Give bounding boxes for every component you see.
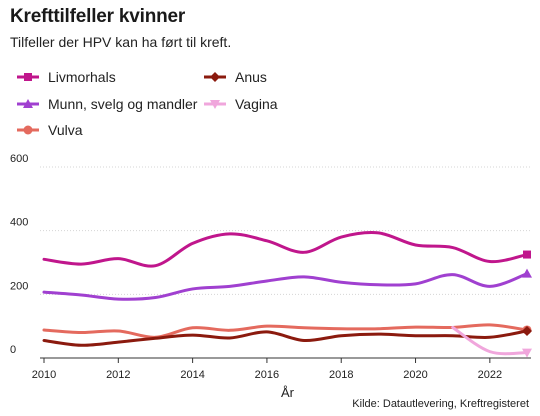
series-line-vagina: [451, 325, 529, 356]
series-end-marker-vagina: [522, 348, 532, 358]
legend-item-vagina: Vagina: [203, 96, 278, 112]
series-line-vulva: [42, 323, 529, 339]
series-end-marker-munn-svelg-og-mandler: [522, 268, 532, 278]
legend-swatch-anus: [204, 72, 226, 82]
legend-swatch-vulva: [17, 125, 39, 135]
x-tick-label: 2022: [478, 369, 502, 381]
legend-swatch-vagina: [204, 100, 226, 109]
series-line-anus: [42, 329, 529, 347]
chart-title: Krefttilfeller kvinner: [10, 6, 186, 27]
x-tick-label: 2016: [255, 369, 279, 381]
legend-label: Vagina: [235, 96, 278, 112]
series-end-marker-anus: [522, 325, 532, 336]
legend-item-anus: Anus: [203, 69, 267, 85]
y-tick-label: 0: [10, 344, 16, 356]
x-tick-label: 2010: [32, 369, 56, 381]
chart-subtitle: Tilfeller der HPV kan ha ført til kreft.: [10, 34, 232, 50]
legend-item-vulva: Vulva: [16, 122, 83, 138]
legend-label: Vulva: [48, 122, 83, 138]
x-tick-label: 2014: [180, 369, 204, 381]
x-tick-label: 2020: [403, 369, 427, 381]
y-tick-label: 600: [10, 153, 28, 165]
y-tick-label: 400: [10, 217, 28, 229]
legend-item-munn-svelg-og-mandler: Munn, svelg og mandler: [16, 96, 197, 112]
series-line-munn-svelg-og-mandler: [42, 272, 529, 301]
legend-swatch-livmorhals: [17, 73, 39, 81]
series-line-livmorhals: [42, 231, 529, 268]
x-axis-title: År: [281, 385, 295, 400]
series-end-marker-livmorhals: [523, 250, 531, 259]
legend-label: Anus: [235, 69, 267, 85]
legend-swatch-munn-svelg-og-mandler: [17, 99, 39, 108]
legend-label: Munn, svelg og mandler: [48, 96, 198, 112]
source-note: Kilde: Datautlevering, Kreftregisteret: [352, 398, 529, 410]
x-tick-label: 2018: [329, 369, 353, 381]
legend-item-livmorhals: Livmorhals: [16, 69, 116, 85]
x-tick-label: 2012: [106, 369, 130, 381]
legend-label: Livmorhals: [48, 69, 116, 85]
y-tick-label: 200: [10, 280, 28, 292]
